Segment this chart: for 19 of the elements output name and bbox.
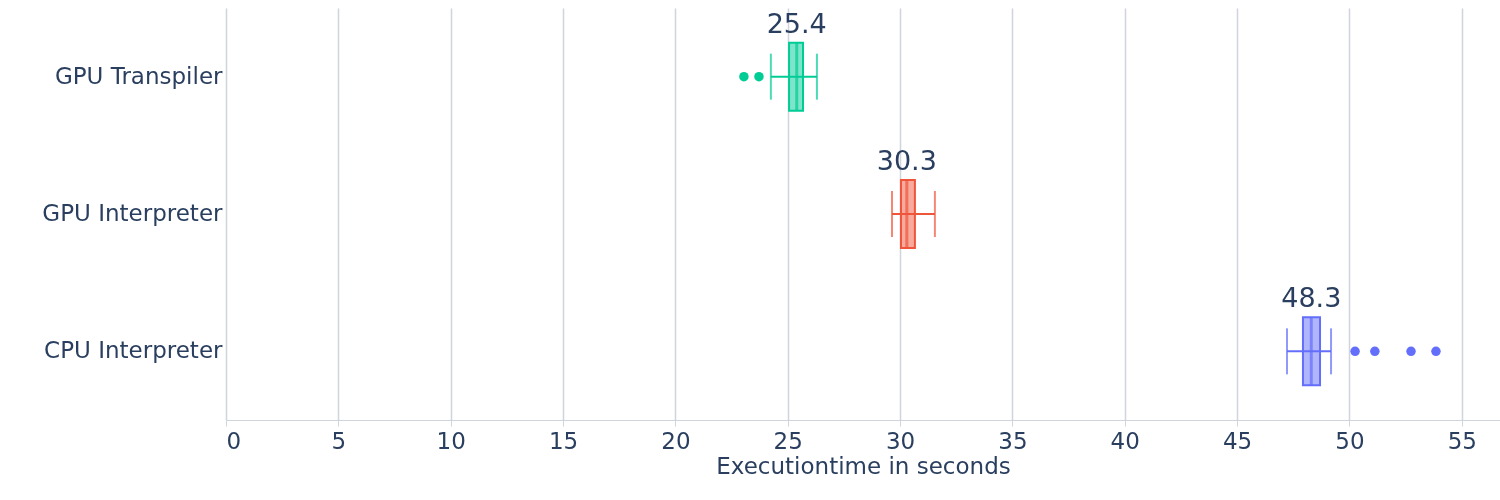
x-tick-label: 55: [1447, 427, 1477, 454]
y-tick-label: GPU Transpiler: [54, 62, 224, 89]
x-tick-label: 50: [1335, 427, 1365, 454]
y-tick-label: CPU Interpreter: [44, 337, 224, 364]
x-tick-label: 45: [1222, 427, 1253, 454]
annotation: 25.4: [766, 7, 827, 39]
x-axis-title: Executiontime in seconds: [716, 452, 1011, 479]
x-tick-label: 5: [331, 427, 347, 454]
x-tick-label: 10: [436, 427, 466, 454]
y-tick-label: GPU Interpreter: [42, 200, 224, 226]
x-tick-label: 40: [1110, 427, 1140, 454]
annotation: 48.3: [1281, 282, 1342, 314]
x-tick-label: 25: [773, 427, 803, 454]
x-tick-label: 20: [661, 427, 691, 454]
x-tick-label: 0: [226, 427, 242, 454]
annotation: 30.3: [876, 145, 937, 176]
x-tick-label: 35: [998, 427, 1028, 454]
x-tick-label: 15: [548, 427, 579, 454]
x-tick-label: 30: [885, 427, 916, 454]
